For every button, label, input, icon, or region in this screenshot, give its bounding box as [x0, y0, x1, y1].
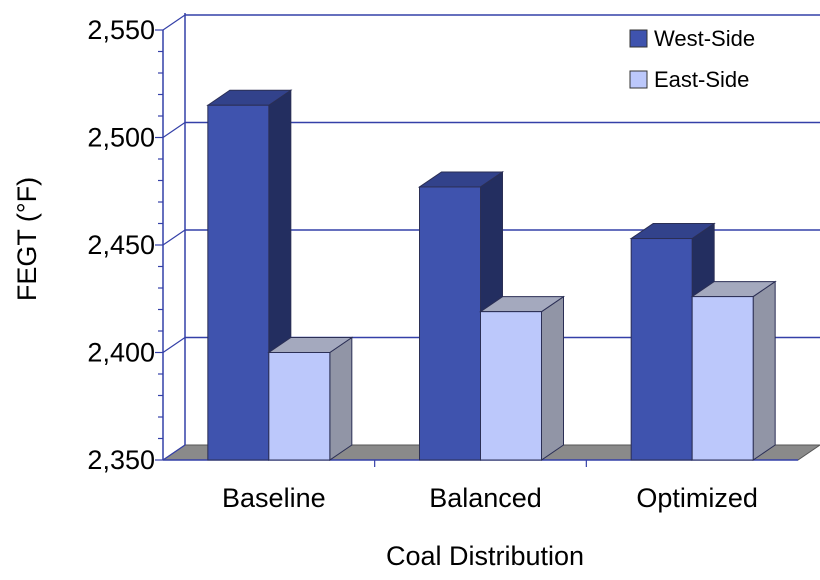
- y-depth-tick: [162, 122, 186, 138]
- legend-item: East-Side: [629, 67, 749, 92]
- y-tick-label: 2,350: [87, 445, 155, 475]
- bar-side: [752, 280, 776, 461]
- x-category-label: Baseline: [222, 483, 326, 513]
- legend-label: West-Side: [654, 26, 755, 51]
- y-depth-tick: [162, 337, 186, 353]
- bar-front: [207, 104, 270, 461]
- bar-east-side-optimized: [690, 280, 777, 461]
- y-depth-tick: [162, 444, 186, 461]
- y-axis-title: FEGT (°F): [12, 177, 42, 301]
- bars: [206, 89, 777, 461]
- bar-front: [419, 186, 481, 461]
- x-category-label: Balanced: [429, 483, 542, 513]
- bar-side: [541, 295, 564, 461]
- y-tick-label: 2,450: [87, 230, 155, 260]
- bar-east-side-balanced: [478, 295, 566, 461]
- bar-front: [480, 311, 542, 461]
- y-tick-label: 2,500: [87, 123, 155, 153]
- y-depth-tick: [162, 229, 186, 246]
- legend: West-Side East-Side: [629, 26, 755, 92]
- y-tick-label: 2,550: [87, 15, 155, 45]
- y-tick-label: 2,400: [87, 338, 155, 368]
- tick-labels: 2,350 2,400 2,450 2,500 2,550 Baseline Balance…: [87, 15, 758, 513]
- legend-swatch: [629, 70, 648, 89]
- bar-front: [691, 296, 754, 461]
- bar-east-side-baseline: [267, 336, 354, 461]
- bar-west-side-balanced: [417, 171, 505, 461]
- legend-swatch: [629, 29, 648, 48]
- bar-front: [268, 352, 331, 461]
- bar-side: [329, 336, 353, 461]
- x-axis-title: Coal Distribution: [386, 541, 584, 571]
- legend-label: East-Side: [654, 67, 749, 92]
- y-depth-tick: [162, 14, 186, 31]
- x-category-label: Optimized: [636, 483, 758, 513]
- legend-item: West-Side: [629, 26, 755, 51]
- bar-front: [630, 238, 693, 461]
